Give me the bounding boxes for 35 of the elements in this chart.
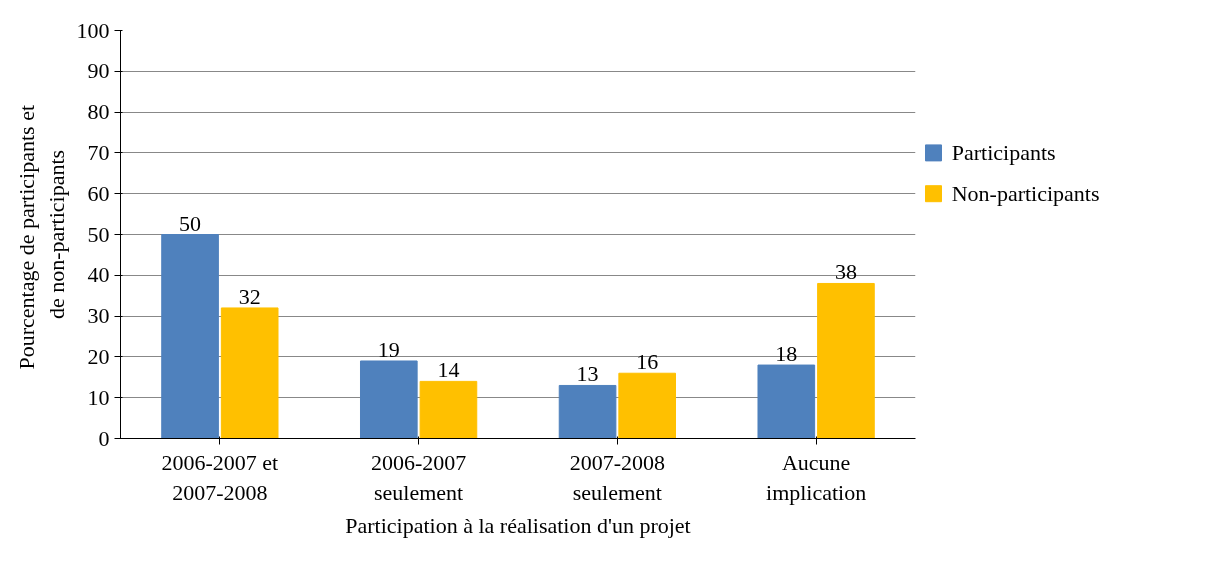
y-tick-label: 0	[98, 425, 110, 451]
y-tick-label: 70	[87, 139, 110, 165]
bar	[359, 360, 418, 439]
x-tick-label: 2007-2008 seulement	[569, 449, 666, 505]
x-tick-label: 2006-2007 seulement	[370, 449, 467, 505]
bar	[220, 307, 279, 439]
legend-label: Non-participants	[951, 181, 1100, 207]
x-axis-title: Participation à la réalisation d'un projet	[345, 512, 691, 538]
x-tick-label: 2006-2007 et 2007-2008	[161, 449, 279, 505]
data-label: 32	[238, 283, 261, 309]
bar	[757, 364, 816, 439]
data-label: 13	[576, 361, 599, 387]
data-label: 14	[437, 357, 460, 383]
bar	[817, 282, 875, 439]
y-tick-label: 60	[87, 180, 110, 206]
data-label: 38	[834, 259, 857, 285]
data-label: 50	[179, 210, 202, 236]
y-tick-label: 20	[87, 343, 110, 369]
y-tick-label: 50	[87, 221, 110, 247]
bar	[161, 234, 219, 439]
bar	[558, 384, 617, 439]
x-tick-label: Aucune implication	[766, 449, 867, 505]
y-tick-label: 30	[87, 303, 110, 329]
bar	[618, 372, 677, 439]
data-label: 18	[775, 341, 798, 367]
data-label: 19	[377, 336, 400, 362]
bar	[419, 380, 478, 439]
y-tick-label: 10	[87, 384, 110, 410]
y-tick-label: 40	[87, 262, 110, 288]
data-label: 16	[636, 349, 659, 375]
y-axis-title: Pourcentage de participants et de non-participants	[13, 104, 69, 370]
y-tick-label: 80	[87, 99, 110, 125]
legend-label: Participants	[951, 140, 1056, 166]
y-tick-label: 100	[76, 17, 110, 43]
y-tick-label: 90	[87, 58, 110, 84]
